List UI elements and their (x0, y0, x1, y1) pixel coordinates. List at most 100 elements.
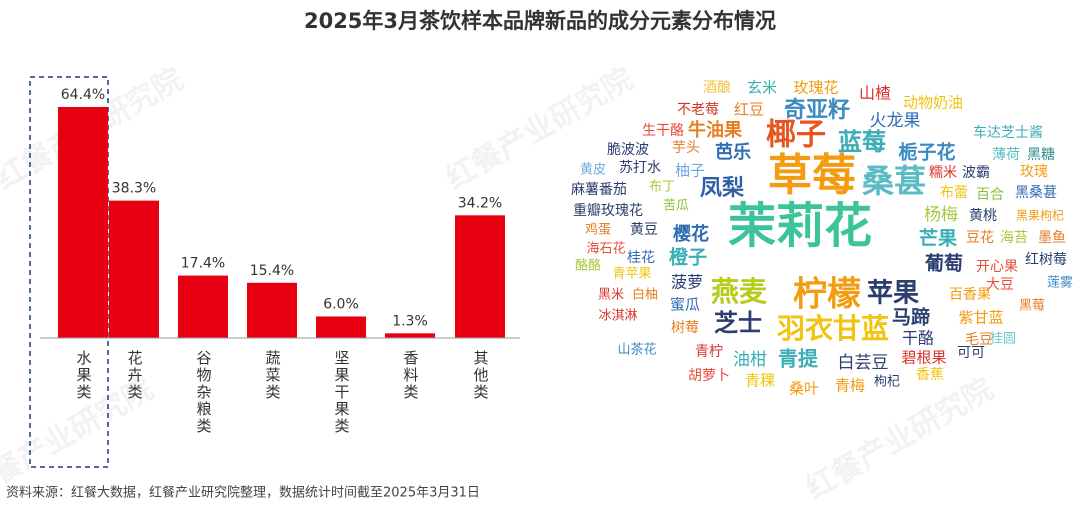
word: 黑果枸杞 (1016, 208, 1064, 223)
word: 重瓣玫瑰花 (573, 203, 643, 219)
word: 桑葚 (862, 162, 926, 200)
word: 椰子 (766, 118, 826, 153)
word: 红树莓 (1025, 252, 1067, 268)
value-label: 6.0% (323, 296, 359, 312)
bar (58, 107, 108, 338)
word: 火龙果 (870, 111, 921, 131)
bar (178, 275, 228, 338)
value-label: 1.3% (392, 313, 428, 329)
word: 葡萄 (925, 252, 963, 275)
word: 桂圆 (990, 332, 1016, 347)
chart-title: 2025年3月茶饮样本品牌新品的成分元素分布情况 (304, 9, 776, 33)
word: 干酪 (902, 329, 934, 348)
category-label: 谷物杂粮类 (195, 350, 213, 435)
word: 草莓 (768, 150, 856, 201)
word: 栀子花 (898, 141, 955, 164)
word: 黑桑葚 (1015, 185, 1057, 201)
bar (455, 215, 505, 338)
word: 布蕾 (940, 185, 968, 201)
source-note: 资料来源：红餐大数据，红餐产业研究院整理，数据统计时间截至2025年3月31日 (6, 485, 480, 501)
word: 波霸 (962, 165, 990, 181)
word: 紫甘蓝 (958, 309, 1003, 327)
category-label: 水果类 (75, 350, 93, 401)
word: 莲雾 (1047, 276, 1073, 291)
value-label: 15.4% (250, 263, 294, 279)
word: 黑莓 (1019, 299, 1045, 314)
word: 不老莓 (677, 102, 719, 118)
word: 黄豆 (630, 221, 658, 238)
word: 大豆 (986, 277, 1014, 293)
word: 蓝莓 (838, 128, 886, 156)
word: 油柑 (733, 350, 767, 370)
word: 生干酪 (642, 123, 684, 139)
bar (316, 316, 366, 338)
word: 麻薯番茄 (571, 181, 627, 198)
word: 樱花 (673, 223, 709, 245)
word: 茉莉花 (728, 198, 872, 254)
word: 可可 (957, 345, 985, 361)
word: 黑米 (598, 288, 624, 303)
word: 凤梨 (700, 176, 744, 201)
word: 青柠 (695, 344, 723, 360)
word: 苦瓜 (663, 198, 689, 214)
value-label: 34.2% (458, 195, 502, 211)
word: 青梅 (835, 377, 865, 395)
word: 青提 (778, 347, 819, 371)
word: 黑糖 (1027, 147, 1055, 163)
word: 酒酿 (703, 80, 731, 96)
word: 苹果 (867, 279, 919, 309)
word: 芝士 (714, 309, 762, 337)
word: 糯米 (929, 165, 957, 181)
word: 马蹄 (892, 306, 930, 329)
word: 柚子 (675, 162, 705, 180)
category-label: 花卉类 (126, 350, 144, 401)
word: 杨梅 (924, 205, 958, 225)
word: 毛豆 (965, 332, 993, 348)
watermark: 红餐产业研究院 (440, 61, 639, 196)
word: 黄皮 (580, 163, 606, 178)
word: 桂花 (627, 250, 655, 266)
word: 菠萝 (671, 273, 703, 292)
word: 桑叶 (789, 380, 819, 398)
bar (109, 200, 159, 338)
category-label: 坚果干果类 (333, 350, 351, 435)
word: 动物奶油 (903, 94, 963, 112)
value-label: 64.4% (61, 87, 105, 103)
word: 冰淇淋 (598, 309, 637, 324)
word: 牛油果 (688, 119, 743, 141)
word: 橙子 (669, 246, 707, 269)
category-label: 其他类 (472, 350, 490, 401)
word: 豆花 (966, 230, 994, 246)
word: 苏打水 (619, 159, 661, 176)
word: 玄米 (747, 79, 777, 97)
word: 碧根果 (901, 349, 946, 367)
word: 薄荷 (992, 147, 1020, 163)
word: 黄桃 (969, 207, 997, 224)
word: 脆波波 (607, 141, 649, 158)
word: 芭乐 (715, 141, 751, 163)
word: 胡萝卜 (688, 368, 730, 384)
word: 百合 (976, 187, 1004, 203)
word: 香蕉 (916, 367, 944, 383)
word: 青苹果 (612, 267, 651, 282)
word: 芒果 (919, 227, 957, 250)
value-label: 17.4% (181, 256, 225, 272)
word: 海石花 (586, 241, 625, 257)
word: 芋头 (672, 140, 700, 156)
watermark: 红餐产业研究院 (800, 371, 999, 506)
word: 鸡蛋 (585, 222, 611, 238)
word: 墨鱼 (1038, 229, 1066, 246)
category-label: 香料类 (402, 350, 420, 401)
word: 燕麦 (711, 275, 768, 308)
word: 树莓 (671, 320, 699, 336)
word: 白柚 (632, 287, 658, 303)
word: 海苔 (1000, 229, 1028, 246)
word: 车达芝士酱 (973, 124, 1043, 141)
word: 玫瑰 (1020, 164, 1048, 180)
bar (385, 333, 435, 338)
word: 布丁 (649, 180, 675, 195)
word: 枸杞 (874, 375, 900, 390)
word: 奇亚籽 (784, 97, 850, 123)
word: 山茶花 (617, 342, 656, 358)
